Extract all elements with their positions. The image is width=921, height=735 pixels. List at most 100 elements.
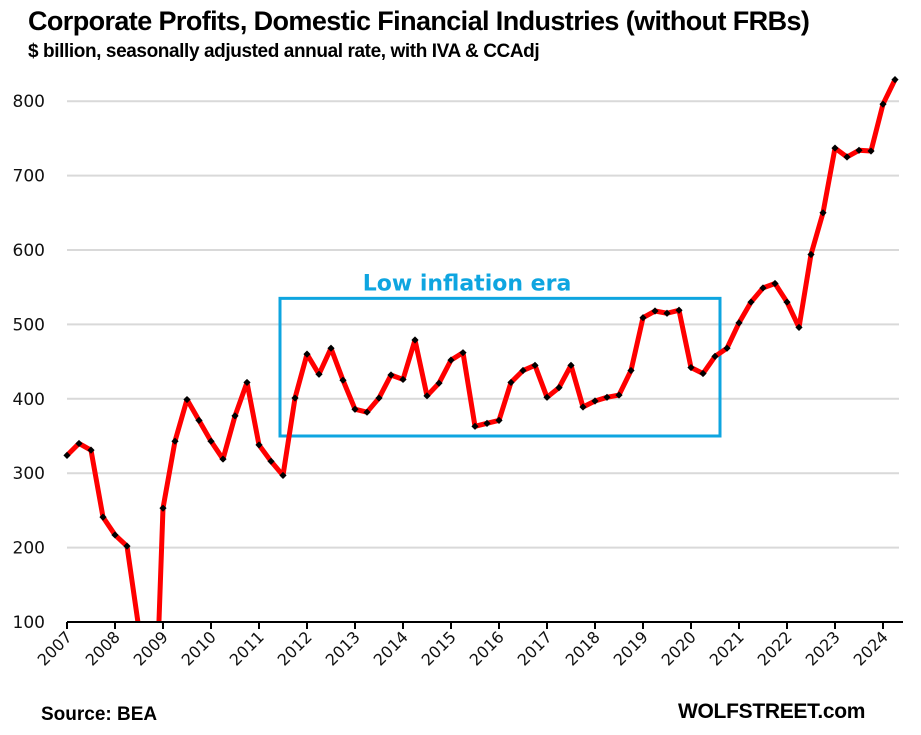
data-point [183, 395, 191, 404]
series-group [63, 76, 899, 622]
data-point [315, 370, 323, 378]
data-point [279, 471, 287, 480]
data-point [723, 344, 731, 352]
data-point [507, 378, 515, 387]
data-point [87, 446, 95, 454]
data-point [663, 309, 671, 317]
x-tick-label: 2023 [802, 627, 844, 669]
y-tick-label: 500 [13, 315, 45, 335]
data-point [303, 350, 311, 358]
data-point [543, 393, 551, 401]
x-axis: 2007 2008 2009 2010 2011 2012 2013 2014 2015 2016… [34, 621, 903, 670]
annotation-box [278, 296, 722, 438]
data-point [459, 349, 467, 357]
x-tick-label: 2011 [226, 627, 268, 669]
x-tick-label: 2014 [370, 627, 412, 669]
data-point [699, 369, 707, 378]
y-axis-ticks: 100 200 300 400 500 600 700 800 [13, 92, 45, 633]
data-point [639, 314, 647, 322]
data-point [867, 147, 875, 155]
data-point [207, 437, 215, 445]
data-point [435, 379, 443, 387]
data-point [627, 366, 635, 375]
x-tick-label: 2016 [466, 627, 508, 669]
x-tick-label: 2022 [754, 627, 796, 669]
y-tick-label: 800 [13, 92, 45, 112]
data-point [711, 352, 719, 360]
x-tick-label: 2012 [274, 627, 316, 669]
data-point [111, 531, 119, 539]
source-label: Source: BEA [41, 704, 158, 725]
data-point [795, 323, 803, 331]
x-tick-label: 2013 [322, 627, 364, 669]
data-point [759, 284, 767, 292]
data-point [831, 144, 839, 152]
data-point [99, 513, 107, 521]
chart-subtitle: $ billion, seasonally adjusted annual ra… [28, 41, 540, 62]
data-point [423, 392, 431, 400]
data-point [603, 393, 611, 401]
data-point [291, 394, 299, 402]
data-point [447, 356, 455, 364]
data-point [171, 437, 179, 445]
data-point [735, 319, 743, 327]
data-point [339, 376, 347, 384]
data-point [495, 416, 503, 424]
x-tick-label: 2020 [658, 627, 700, 669]
annotation-label: Low inflation era [363, 271, 572, 296]
data-point [771, 279, 779, 288]
data-point [591, 397, 599, 405]
x-tick-label: 2007 [34, 627, 76, 669]
gridlines [67, 100, 899, 549]
data-point [63, 451, 71, 459]
x-tick-label: 2015 [418, 627, 460, 669]
data-point [807, 250, 815, 259]
data-point [471, 422, 479, 430]
y-tick-label: 700 [13, 167, 45, 187]
data-point [579, 403, 587, 411]
x-tick-label: 2021 [706, 627, 748, 669]
data-point [351, 405, 359, 413]
data-point [879, 100, 887, 108]
data-point [75, 439, 83, 448]
x-tick-label: 2010 [178, 627, 220, 669]
data-point [387, 371, 395, 379]
x-tick-label: 2017 [514, 627, 556, 669]
data-point [567, 361, 575, 369]
data-point [327, 344, 335, 352]
data-point [411, 336, 419, 344]
data-point [819, 209, 827, 217]
brand-label: WOLFSTREET.com [678, 700, 866, 723]
y-tick-label: 300 [13, 464, 45, 484]
data-point [375, 394, 383, 402]
data-point [783, 298, 791, 306]
data-point [159, 504, 167, 512]
x-tick-label: 2009 [130, 627, 172, 669]
data-point [399, 375, 407, 384]
data-point [843, 153, 851, 161]
x-tick-label: 2008 [82, 627, 124, 669]
data-point [243, 378, 251, 387]
data-point [195, 416, 203, 424]
data-point [483, 419, 491, 427]
chart-title: Corporate Profits, Domestic Financial In… [28, 6, 810, 36]
y-tick-label: 100 [13, 613, 45, 633]
series-line [65, 78, 898, 622]
x-tick-label: 2024 [850, 627, 892, 669]
data-point [123, 542, 131, 550]
data-point [687, 363, 695, 372]
y-tick-label: 200 [13, 539, 45, 559]
data-point [531, 361, 539, 369]
data-point [747, 298, 755, 306]
data-point [855, 146, 863, 154]
annotation-group: Low inflation era [278, 271, 722, 438]
data-point [231, 412, 239, 420]
data-point [219, 455, 227, 463]
data-point [891, 76, 899, 84]
data-point [555, 384, 563, 392]
data-point [267, 457, 275, 465]
x-tick-label: 2018 [562, 627, 604, 669]
data-point [675, 306, 683, 314]
data-point [363, 408, 371, 416]
y-tick-label: 400 [13, 390, 45, 410]
